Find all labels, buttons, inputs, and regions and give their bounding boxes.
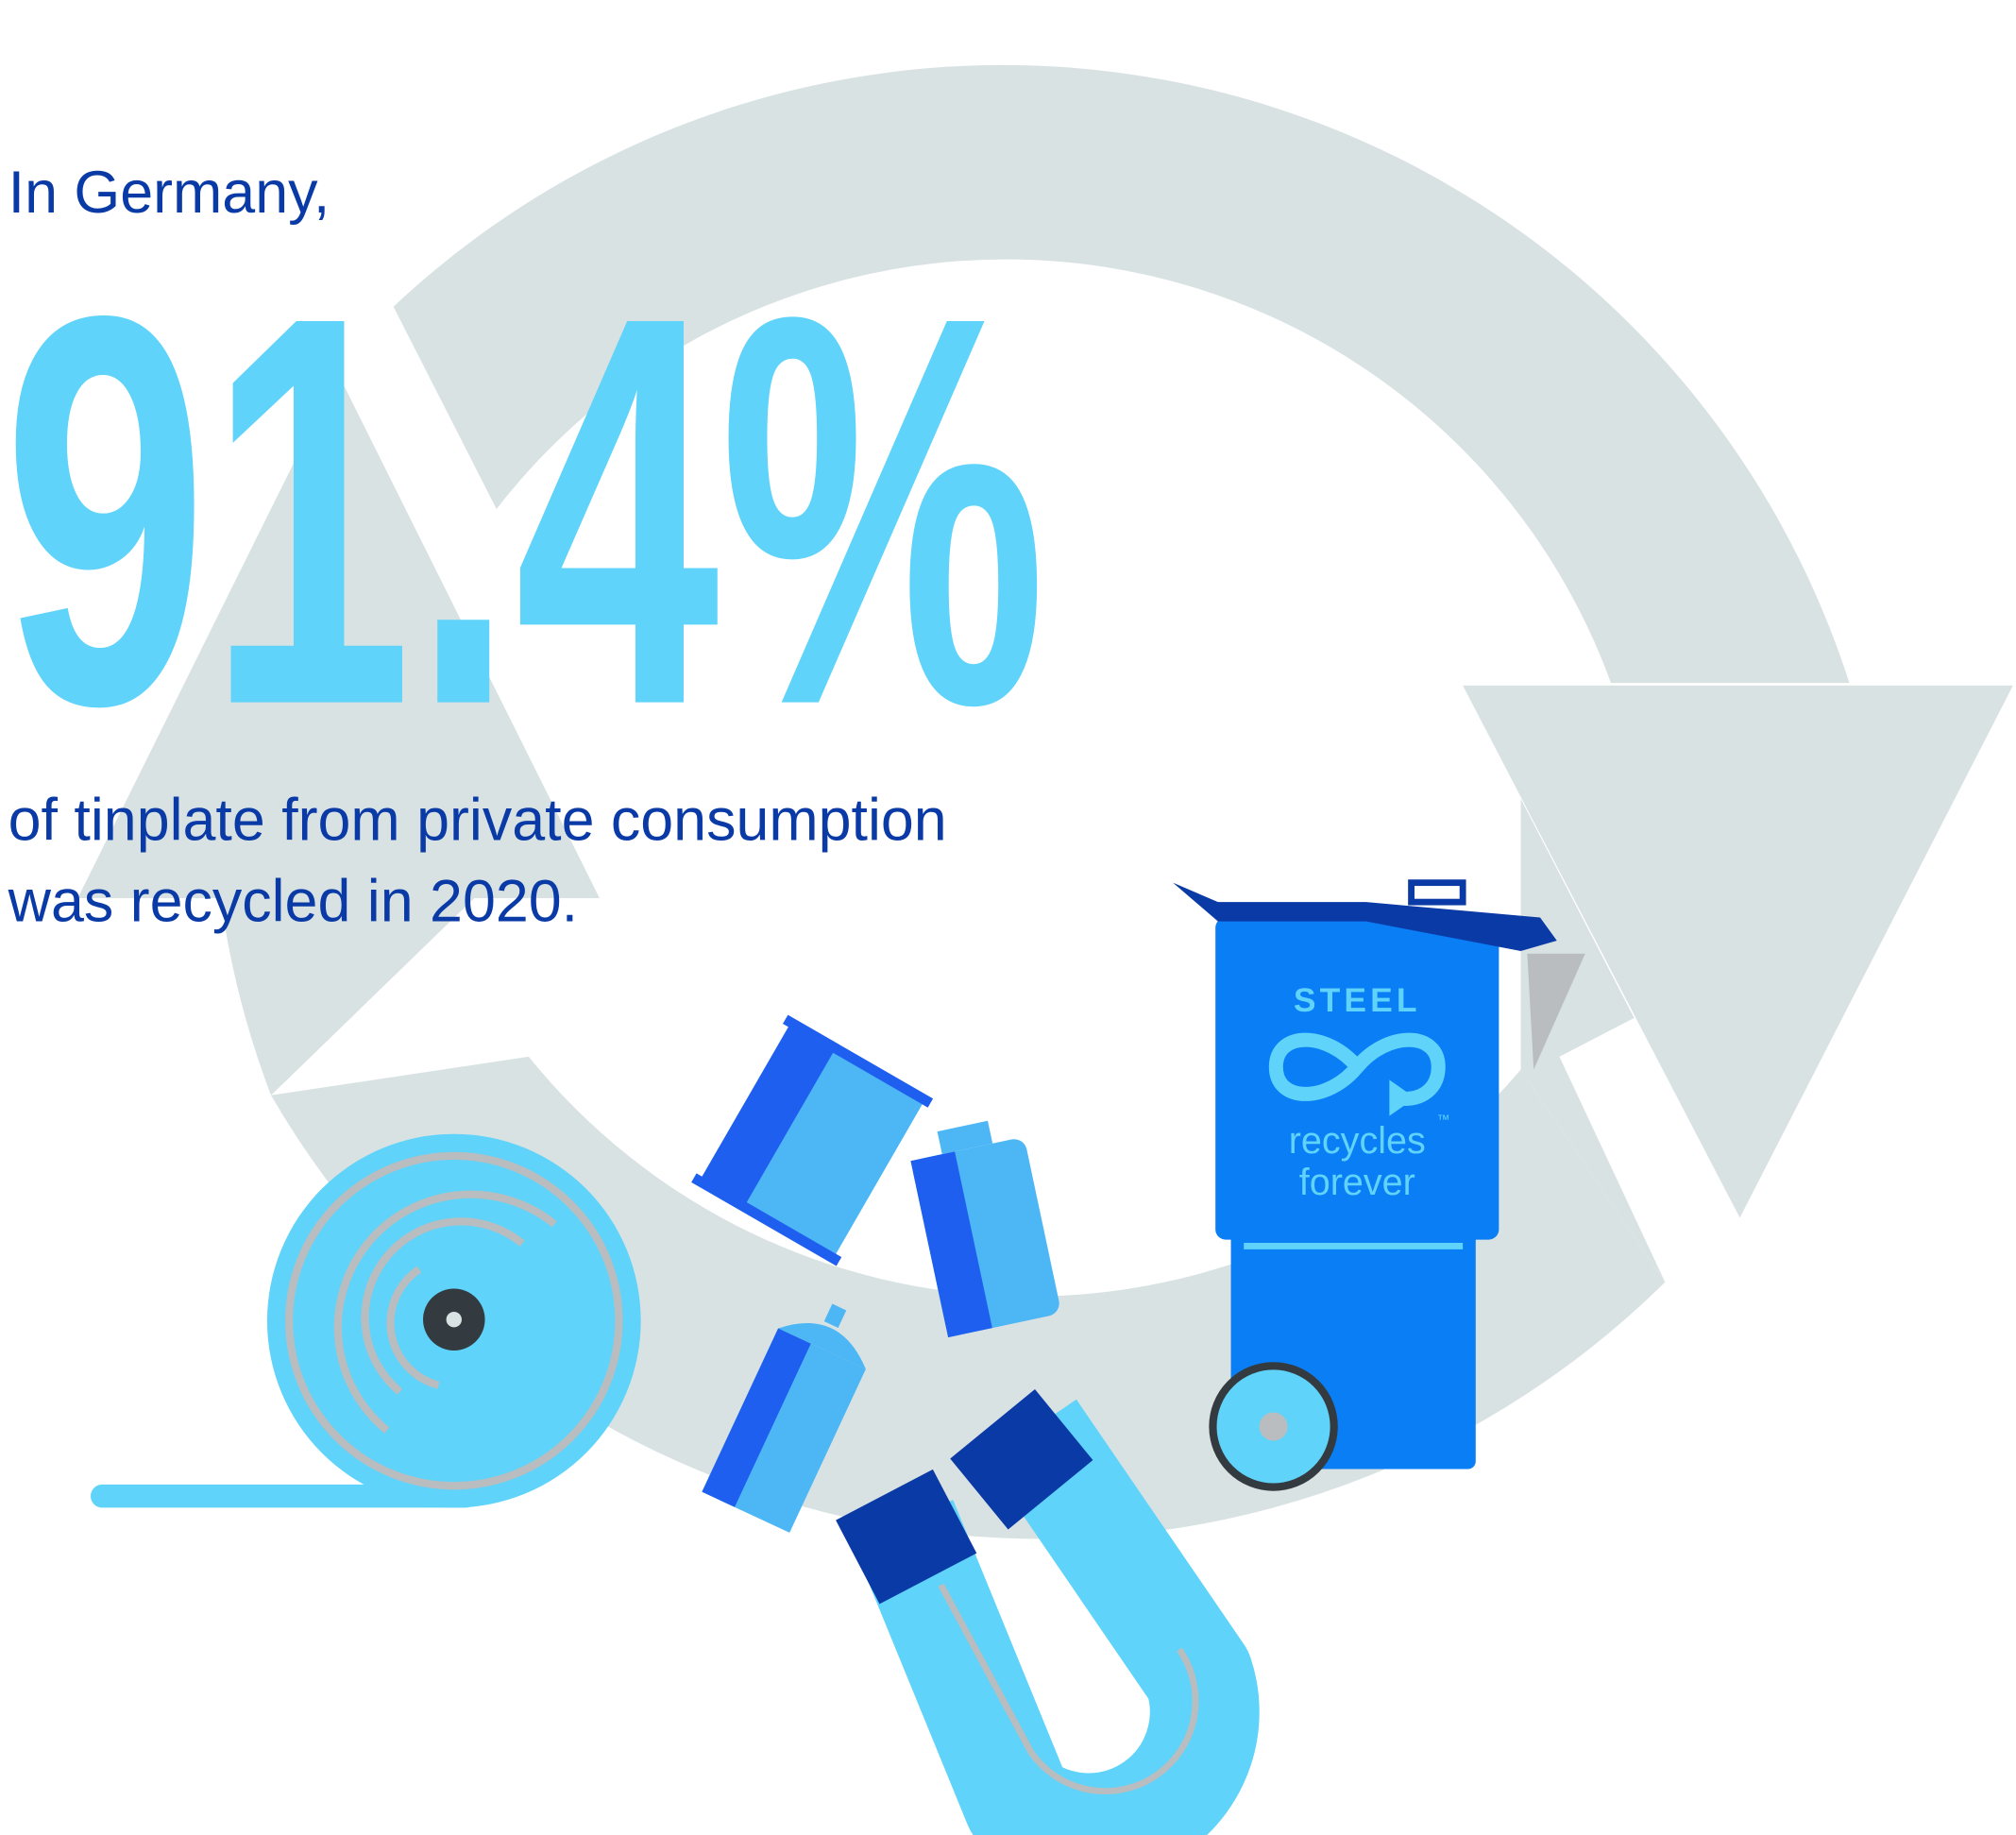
body-line: was recycled in 2020. [8,869,578,935]
drink-can [910,1120,1059,1338]
magnet [836,1389,1260,1835]
recycling-bin: STEEL ™ recycles forever [1173,879,1585,1491]
arrow-arc-top [393,64,1850,684]
arrow-head-left [77,373,600,899]
tin-can [691,1014,934,1266]
arrow-tail [1520,798,1666,1283]
spray-can [702,1303,866,1533]
arrow-head-right [1463,685,2013,1218]
body-line: of tinplate from private consumption [8,788,947,854]
arrow-arc-left [219,889,484,1096]
logo-tagline: recycles [1289,1120,1426,1162]
intro-text: In Germany, [8,160,330,226]
steel-roll [91,1133,641,1508]
trademark: ™ [1437,1113,1450,1127]
headline-number: 91.4% [3,202,1046,821]
logo-tagline: forever [1299,1162,1415,1203]
logo-title: STEEL [1294,981,1421,1019]
